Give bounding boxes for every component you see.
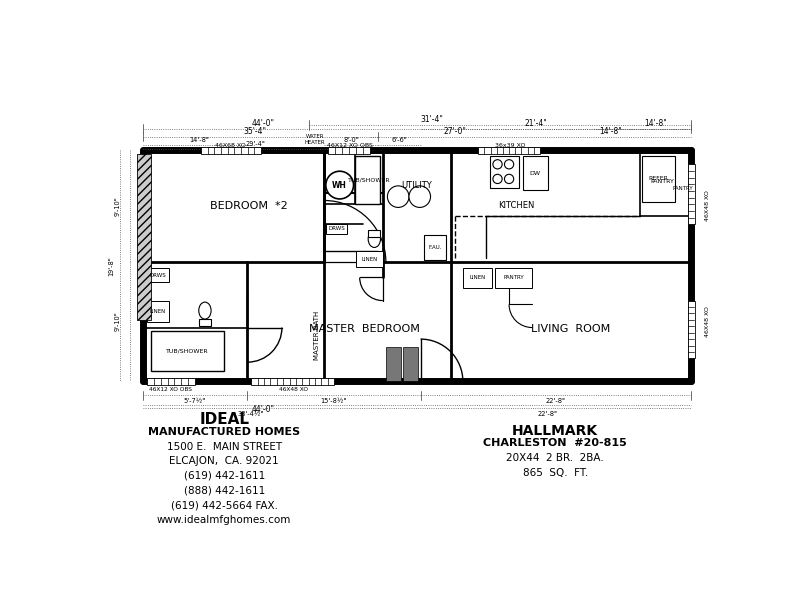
Text: 46X48 XO: 46X48 XO (705, 306, 710, 337)
Text: LIVING  ROOM: LIVING ROOM (531, 324, 611, 334)
Ellipse shape (368, 231, 380, 247)
Bar (425, 235, 446, 259)
Circle shape (326, 171, 353, 199)
Circle shape (409, 186, 431, 207)
Text: LINEN: LINEN (362, 256, 378, 261)
Text: F.AU.: F.AU. (428, 245, 442, 250)
Bar (199, 319, 211, 326)
Text: 9'-10": 9'-10" (115, 312, 121, 331)
Text: WH: WH (332, 181, 347, 190)
Bar (328, 147, 371, 154)
Text: 1500 E.  MAIN STREET: 1500 E. MAIN STREET (166, 441, 282, 452)
Bar (642, 156, 675, 202)
Bar (687, 300, 695, 359)
Text: PANTRY: PANTRY (504, 275, 524, 280)
Text: TUB/SHOWER: TUB/SHOWER (166, 349, 208, 354)
Text: REFER: REFER (649, 176, 668, 181)
Text: 46X12 XO OBS: 46X12 XO OBS (327, 143, 372, 148)
Text: IDEAL: IDEAL (199, 412, 249, 427)
Text: 20X44  2 BR.  2BA.: 20X44 2 BR. 2BA. (506, 453, 604, 463)
Bar (386, 347, 402, 381)
Text: 15'-8½": 15'-8½" (320, 398, 347, 404)
Text: LINEN: LINEN (150, 309, 166, 314)
Text: WATER
HEATER: WATER HEATER (305, 134, 326, 145)
Bar (523, 156, 547, 190)
Text: BEDROOM  *2: BEDROOM *2 (210, 201, 287, 211)
Text: MASTER BATH: MASTER BATH (314, 311, 320, 360)
Bar (147, 268, 169, 282)
Text: 35'-4": 35'-4" (243, 127, 266, 136)
Text: MANUFACTURED HOMES: MANUFACTURED HOMES (148, 427, 300, 437)
Bar (147, 378, 195, 386)
Text: 36x39 XO: 36x39 XO (494, 143, 525, 148)
Text: PANTRY: PANTRY (650, 179, 674, 184)
Text: DRWS: DRWS (328, 226, 345, 231)
Text: 46X48 XO: 46X48 XO (279, 387, 308, 392)
Text: 22'-8": 22'-8" (538, 411, 558, 417)
Text: 44'-0": 44'-0" (251, 119, 274, 128)
Text: CHARLESTON  #20-815: CHARLESTON #20-815 (483, 438, 627, 449)
Text: 9'-10": 9'-10" (115, 196, 121, 216)
Text: (888) 442-1611: (888) 442-1611 (184, 485, 265, 495)
Text: TUB/SHOWER: TUB/SHOWER (348, 177, 390, 182)
Text: UTILITY: UTILITY (402, 181, 432, 190)
Text: 14'-8": 14'-8" (644, 119, 667, 128)
Text: 38'-4½": 38'-4½" (238, 411, 265, 417)
Text: 46X12 XO OBS: 46X12 XO OBS (149, 387, 192, 392)
Text: MASTER  BEDROOM: MASTER BEDROOM (309, 324, 420, 334)
Text: DW: DW (530, 171, 541, 176)
Text: LINEN: LINEN (470, 275, 485, 280)
Bar (147, 300, 169, 322)
Bar (355, 156, 380, 204)
Bar (403, 347, 418, 381)
Text: 27'-0": 27'-0" (444, 127, 466, 136)
Circle shape (493, 174, 502, 184)
Text: (619) 442-1611: (619) 442-1611 (184, 471, 265, 481)
Text: HALLMARK: HALLMARK (512, 424, 598, 438)
Bar (201, 147, 261, 154)
Text: PANTRY: PANTRY (672, 187, 694, 192)
Circle shape (505, 160, 514, 169)
Bar (368, 230, 380, 237)
Bar (495, 268, 532, 288)
Circle shape (493, 160, 502, 169)
Ellipse shape (199, 302, 211, 319)
Text: 865  SQ.  FT.: 865 SQ. FT. (523, 468, 588, 478)
Circle shape (387, 186, 409, 207)
Text: 22'-8": 22'-8" (545, 398, 565, 404)
Text: KITCHEN: KITCHEN (499, 201, 535, 211)
Text: www.idealmfghomes.com: www.idealmfghomes.com (157, 515, 291, 524)
Text: 46X48 XO: 46X48 XO (705, 190, 710, 222)
Text: 46X68 XO: 46X68 XO (215, 143, 246, 148)
Circle shape (505, 174, 514, 184)
Bar (478, 147, 540, 154)
Bar (326, 223, 348, 234)
Text: DRWS: DRWS (150, 273, 166, 278)
Text: 31'-4": 31'-4" (421, 115, 444, 124)
Text: (619) 442-5664 FAX.: (619) 442-5664 FAX. (171, 500, 278, 510)
Text: 5'-7½": 5'-7½" (184, 398, 206, 404)
Bar (463, 268, 492, 288)
Text: 29'-4": 29'-4" (245, 141, 265, 147)
Text: 44'-0": 44'-0" (251, 405, 274, 414)
Text: 6'-6": 6'-6" (391, 138, 407, 143)
Bar (489, 156, 519, 188)
Bar (151, 331, 224, 371)
Text: 21'-4": 21'-4" (524, 119, 547, 128)
Bar (687, 164, 695, 225)
Bar (137, 154, 151, 320)
Text: 14'-8": 14'-8" (189, 138, 209, 143)
Bar (251, 378, 334, 386)
Text: ELCAJON,  CA. 92021: ELCAJON, CA. 92021 (169, 456, 279, 466)
Text: 19'-8": 19'-8" (108, 256, 114, 276)
Text: 8'-0": 8'-0" (344, 138, 359, 143)
Text: 14'-8": 14'-8" (600, 127, 622, 136)
Bar (356, 250, 383, 267)
